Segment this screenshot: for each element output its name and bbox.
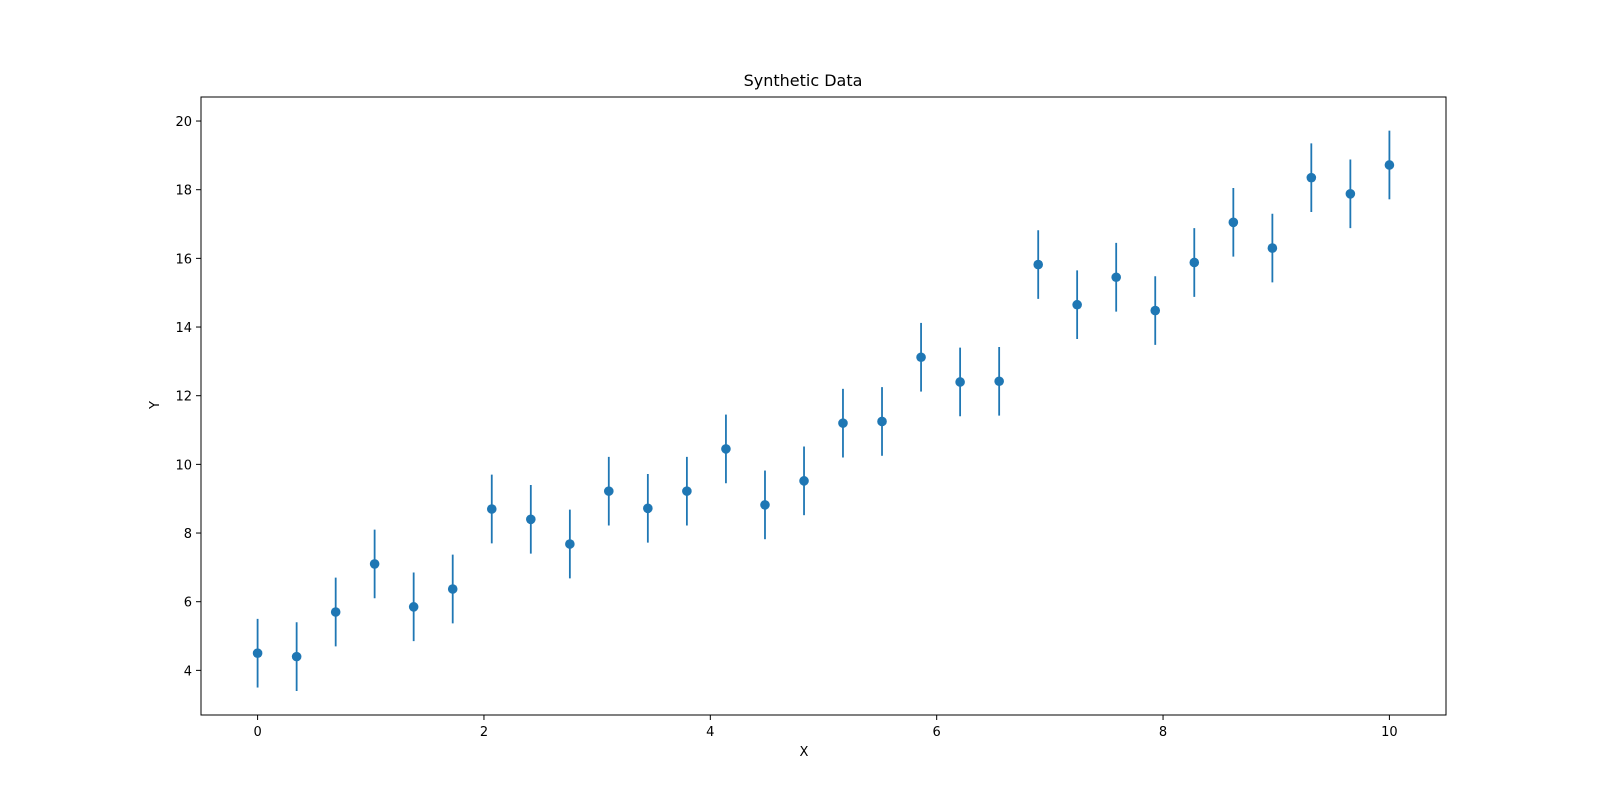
y-tick-label: 6	[184, 596, 192, 611]
data-point	[721, 444, 731, 454]
data-point	[369, 559, 380, 569]
y-tick-label: 16	[175, 252, 192, 267]
data-point	[408, 602, 419, 612]
data-point	[565, 539, 575, 549]
y-tick-label: 12	[175, 390, 192, 405]
data-marks	[252, 130, 1395, 691]
y-tick-label: 10	[175, 458, 192, 473]
y-tick-label: 20	[175, 115, 192, 130]
data-point	[1111, 272, 1121, 283]
x-tick-label: 6	[933, 725, 941, 740]
x-axis-ticks: 0 2 4 6 8 10	[253, 715, 1398, 740]
x-tick-label: 0	[253, 725, 261, 740]
data-point	[1150, 305, 1161, 316]
x-tick-label: 4	[706, 725, 714, 740]
data-point	[1228, 217, 1239, 228]
y-tick-label: 14	[175, 321, 192, 336]
y-tick-label: 18	[175, 184, 192, 199]
y-tick-label: 4	[184, 664, 192, 679]
data-point	[603, 486, 614, 496]
data-point	[877, 416, 887, 427]
data-point	[916, 352, 926, 363]
data-point	[994, 376, 1004, 387]
x-axis-label: X	[800, 745, 809, 760]
y-axis-ticks: 4 6 8 10 12 14 16 18 20	[175, 115, 201, 679]
data-point	[643, 503, 653, 514]
data-point	[799, 476, 809, 486]
data-point	[1033, 259, 1044, 270]
plot-frame	[200, 96, 1447, 716]
data-point	[1384, 160, 1395, 170]
data-point	[760, 500, 770, 510]
data-point	[1072, 299, 1082, 310]
data-point	[1189, 257, 1200, 268]
data-point	[955, 377, 965, 387]
data-point	[252, 648, 263, 658]
data-point	[838, 418, 848, 428]
data-point	[330, 607, 341, 617]
data-point	[291, 651, 302, 662]
y-tick-label: 8	[184, 527, 192, 542]
y-axis-label: Y	[148, 401, 163, 410]
x-tick-label: 10	[1381, 725, 1398, 740]
data-point	[1306, 172, 1317, 183]
data-point	[682, 486, 692, 496]
data-point	[486, 504, 497, 514]
data-point	[1345, 189, 1356, 199]
data-point	[447, 584, 458, 594]
x-tick-label: 8	[1159, 725, 1167, 740]
data-point	[1267, 243, 1278, 253]
chart-title: Synthetic Data	[744, 71, 863, 90]
data-point	[526, 514, 536, 525]
x-tick-label: 2	[480, 725, 488, 740]
